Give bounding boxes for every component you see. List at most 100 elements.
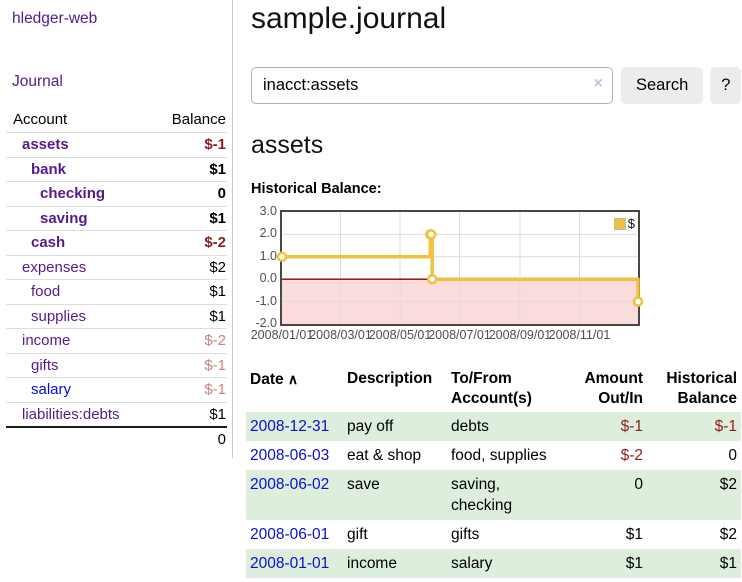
y-axis-tick-label: -2.0 (255, 316, 277, 330)
balance-chart-svg (276, 212, 644, 324)
chart-heading: Historical Balance: (251, 181, 382, 197)
account-link-supplies[interactable]: supplies (31, 307, 87, 325)
sort-ascending-icon: ∧ (287, 371, 299, 387)
transaction-description: gift (347, 526, 368, 543)
accounts-balance-table: Account Balance assets $-1 bank $1 check… (6, 108, 227, 452)
transaction-description: save (347, 476, 380, 493)
transaction-balance: $1 (719, 555, 737, 572)
search-input[interactable] (251, 67, 613, 104)
search-form: × Search ? (251, 67, 742, 104)
transaction-amount: $-1 (620, 418, 643, 435)
account-balance: $1 (209, 405, 226, 423)
account-link-food[interactable]: food (31, 283, 61, 300)
transaction-accounts: debts (451, 418, 489, 435)
accounts-column-header: To/From Account(s) (451, 370, 532, 407)
transaction-description: income (347, 555, 397, 572)
account-balance: $-1 (204, 381, 226, 398)
account-link-income[interactable]: income (22, 332, 71, 349)
account-row: checking 0 (6, 181, 227, 207)
account-row: gifts $-1 (6, 353, 227, 378)
account-link-bank[interactable]: bank (31, 160, 67, 178)
date-column-header[interactable]: Date ∧ (250, 371, 299, 388)
legend-label: $ (627, 216, 635, 231)
x-axis-tick-label: 2008/07/01 (428, 328, 491, 342)
account-balance: 0 (217, 185, 226, 202)
register-row: 2008-06-01 gift gifts $1 $2 (246, 520, 741, 549)
accounts-total-balance: 0 (217, 431, 226, 448)
account-column-header: Account (6, 108, 150, 133)
account-balance: $2 (209, 258, 226, 276)
sidebar-item-journal[interactable]: Journal (12, 73, 63, 90)
transaction-balance: $2 (719, 476, 737, 493)
register-row: 2008-12-31 pay off debts $-1 $-1 (246, 412, 741, 441)
register-table: Date ∧ Description To/From Account(s) Am… (246, 366, 741, 578)
chart-legend: $ (613, 216, 635, 231)
account-link-liabilities-debts[interactable]: liabilities:debts (22, 405, 120, 423)
transaction-accounts: gifts (451, 526, 480, 543)
accounts-header-row: Account Balance (6, 108, 227, 133)
register-row: 2008-06-02 save saving, checking 0 $2 (246, 470, 741, 520)
search-button[interactable]: Search (621, 67, 704, 104)
transaction-date-link[interactable]: 2008-06-03 (250, 447, 330, 464)
account-link-gifts[interactable]: gifts (31, 356, 59, 374)
amount-column-header: Amount Out/In (584, 370, 643, 407)
account-row: salary $-1 (6, 377, 227, 403)
app-title-link[interactable]: hledger-web (12, 10, 98, 27)
account-row: cash $-2 (6, 230, 227, 256)
transaction-amount: $1 (625, 555, 643, 572)
transaction-balance: $-1 (714, 418, 737, 435)
account-row: expenses $2 (6, 255, 227, 280)
account-balance: $1 (209, 283, 226, 300)
y-axis-tick-label: 1.0 (259, 248, 277, 263)
x-axis-tick-label: 2008/11/01 (548, 328, 611, 342)
account-balance: $1 (209, 209, 226, 227)
transaction-date-link[interactable]: 2008-01-01 (250, 555, 330, 572)
sidebar: hledger-web Journal Account Balance asse… (0, 0, 233, 458)
account-balance: $-1 (204, 356, 226, 374)
account-link-salary[interactable]: salary (31, 381, 72, 398)
y-axis-tick-label: 3.0 (259, 204, 277, 218)
transaction-balance: 0 (728, 447, 737, 464)
register-row: 2008-06-03 eat & shop food, supplies $-2… (246, 441, 741, 470)
legend-swatch-icon (613, 217, 626, 230)
y-axis-tick-label: -1.0 (255, 293, 277, 308)
transaction-accounts: food, supplies (451, 447, 547, 464)
y-axis-tick-label: 2.0 (259, 226, 277, 241)
clear-search-icon[interactable]: × (593, 75, 603, 92)
transaction-accounts: saving, checking (451, 476, 513, 514)
transaction-description: eat & shop (347, 447, 422, 464)
balance-column-header: Historical Balance (666, 370, 737, 407)
account-balance: $-2 (204, 234, 226, 251)
account-link-expenses[interactable]: expenses (22, 258, 87, 276)
account-link-cash[interactable]: cash (31, 234, 66, 251)
balance-column-header: Balance (149, 108, 227, 133)
account-heading: assets (251, 131, 324, 159)
search-box: × (251, 67, 613, 104)
register-row: 2008-01-01 income salary $1 $1 (246, 549, 741, 578)
account-row: assets $-1 (6, 133, 227, 158)
account-balance: $1 (209, 160, 226, 178)
x-axis-tick-label: 2008/09/01 (488, 328, 552, 342)
transaction-date-link[interactable]: 2008-06-01 (250, 526, 330, 543)
balance-chart-plot: $ (276, 210, 644, 326)
transaction-amount: 0 (634, 476, 643, 493)
account-link-saving[interactable]: saving (40, 209, 88, 227)
description-column-header: Description (347, 370, 433, 387)
page-title: sample.journal (251, 2, 447, 35)
balance-chart: $ 3.0 2.0 1.0 0.0 -1.0 -2.0 2008/01/01 2008/03/… (251, 204, 742, 344)
transaction-accounts: salary (451, 555, 493, 572)
help-button[interactable]: ? (710, 67, 742, 104)
x-axis-tick-label: 2008/03/01 (309, 328, 372, 342)
x-axis-tick-label: 2008/05/01 (368, 328, 432, 342)
transaction-date-link[interactable]: 2008-06-02 (250, 476, 330, 493)
account-link-checking[interactable]: checking (40, 185, 106, 202)
account-link-assets[interactable]: assets (22, 136, 69, 153)
transaction-amount: $-2 (620, 447, 643, 464)
account-row: liabilities:debts $1 (6, 402, 227, 427)
register-header-row: Date ∧ Description To/From Account(s) Am… (246, 366, 741, 412)
accounts-total-row: 0 (6, 427, 227, 452)
transaction-date-link[interactable]: 2008-12-31 (250, 418, 330, 435)
transaction-amount: $1 (625, 526, 643, 543)
main-content: sample.journal × Search ? assets Histori… (233, 0, 742, 578)
